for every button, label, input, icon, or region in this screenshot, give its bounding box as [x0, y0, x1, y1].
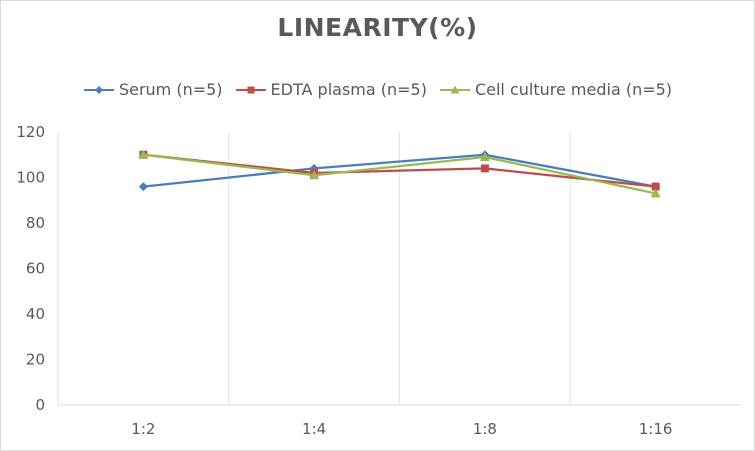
y-tick-label: 120 [16, 123, 45, 141]
series-line-edta-plasma-n-5 [143, 153, 656, 188]
data-point-cell-culture-media-n-5 [138, 149, 149, 159]
data-point-cell-culture-media-n-5 [309, 170, 320, 180]
legend-item-edta-plasma: EDTA plasma (n=5) [235, 80, 427, 99]
legend-item-cell-culture-media: Cell culture media (n=5) [439, 80, 672, 99]
series-line-cell-culture-media-n-5 [143, 153, 656, 195]
legend-item-serum: Serum (n=5) [83, 80, 223, 99]
legend-label-cell-culture-media: Cell culture media (n=5) [474, 80, 673, 99]
x-tick-label: 1:2 [131, 420, 155, 438]
legend-key-cell-culture-media [439, 85, 470, 93]
y-tick-label: 0 [35, 396, 45, 414]
x-tick-label: 1:8 [473, 420, 497, 438]
y-tick-label: 60 [26, 260, 45, 278]
y-tick-label: 40 [26, 305, 45, 323]
data-point-cell-culture-media-n-5 [479, 152, 490, 162]
data-point-edta-plasma-n-5 [651, 182, 660, 191]
x-tick-label: 1:4 [302, 420, 326, 438]
x-tick-label: 1:16 [639, 420, 673, 438]
legend-key-edta-plasma [235, 86, 266, 93]
y-tick-label: 100 [16, 169, 45, 187]
data-point-serum-n-5 [138, 182, 148, 192]
legend-key-serum [83, 85, 114, 94]
series-line-serum-n-5 [143, 153, 656, 188]
legend: Serum (n=5) EDTA plasma (n=5) Cell cultu… [1, 80, 754, 99]
data-point-edta-plasma-n-5 [480, 164, 489, 173]
chart-title: LINEARITY(%) [277, 13, 478, 42]
legend-label-serum: Serum (n=5) [118, 80, 223, 99]
legend-label-edta-plasma: EDTA plasma (n=5) [270, 80, 427, 99]
y-tick-label: 80 [26, 214, 45, 232]
data-point-cell-culture-media-n-5 [650, 188, 661, 198]
y-tick-label: 20 [26, 351, 45, 369]
